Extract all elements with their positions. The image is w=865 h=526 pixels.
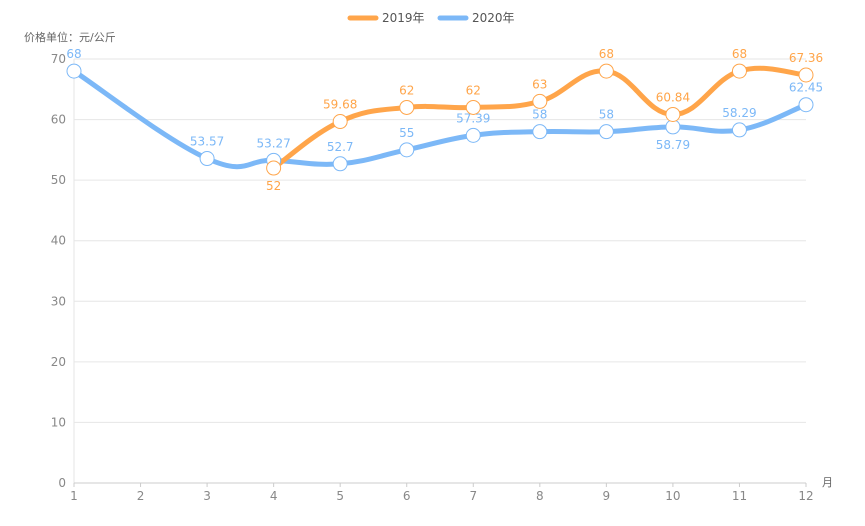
data-label: 62.45 (789, 81, 823, 95)
y-tick-label: 10 (51, 415, 66, 429)
data-label: 52.7 (327, 140, 354, 154)
data-label: 68 (732, 47, 747, 61)
x-tick-label: 5 (336, 489, 344, 503)
x-tick-label: 3 (203, 489, 211, 503)
x-tick-label: 2 (137, 489, 145, 503)
data-point (332, 156, 348, 172)
legend-label: 2019年 (382, 11, 425, 25)
data-label: 55 (399, 126, 414, 140)
y-tick-label: 60 (51, 113, 66, 127)
y-tick-label: 70 (51, 52, 66, 66)
data-point (465, 99, 481, 115)
data-label: 62 (466, 83, 481, 97)
data-label: 68 (599, 47, 614, 61)
data-point (665, 106, 681, 122)
y-tick-label: 20 (51, 355, 66, 369)
y-tick-label: 40 (51, 234, 66, 248)
series-group: 68 53.57 53.27 52.7 55 57.39 58 58 58.79 58.29 62.… (66, 47, 823, 193)
x-tick-label: 9 (603, 489, 611, 503)
data-label: 53.27 (256, 136, 290, 150)
data-point (731, 122, 747, 138)
data-point (332, 114, 348, 130)
data-point (598, 124, 614, 140)
data-point (798, 97, 814, 113)
y-tick-label: 50 (51, 173, 66, 187)
x-tick-label: 4 (270, 489, 278, 503)
data-label: 58 (532, 108, 547, 122)
data-label: 58.29 (722, 106, 756, 120)
data-label: 58 (599, 108, 614, 122)
data-point (731, 63, 747, 79)
data-point (399, 99, 415, 115)
series-line-2020年 (71, 68, 809, 170)
x-axis-unit-label: 月 (822, 476, 833, 489)
data-label: 59.68 (323, 98, 357, 112)
data-label: 60.84 (656, 90, 690, 104)
data-point (199, 151, 215, 167)
data-label: 53.57 (190, 135, 224, 149)
data-point (266, 160, 282, 176)
data-point (465, 127, 481, 143)
grid (74, 58, 806, 423)
data-label: 52 (266, 179, 281, 193)
data-label: 57.39 (456, 111, 490, 125)
data-label: 62 (399, 83, 414, 97)
x-tick-label: 10 (665, 489, 680, 503)
y-axis-unit-label: 价格单位：元/公斤 (24, 30, 116, 44)
data-label: 58.79 (656, 138, 690, 152)
y-tick-label: 30 (51, 294, 66, 308)
x-tick-label: 1 (70, 489, 78, 503)
data-point (798, 67, 814, 83)
x-tick-label: 11 (732, 489, 747, 503)
data-label: 63 (532, 77, 547, 91)
data-label: 68 (66, 47, 81, 61)
x-tick-label: 8 (536, 489, 544, 503)
data-point (399, 142, 415, 158)
data-point (598, 63, 614, 79)
legend-label: 2020年 (472, 11, 515, 25)
x-tick-label: 12 (798, 489, 813, 503)
legend: 2019年 2020年 (347, 11, 515, 25)
data-point (532, 93, 548, 109)
data-point (532, 124, 548, 140)
data-point (66, 63, 82, 79)
data-label: 67.36 (789, 51, 823, 65)
x-tick-label: 7 (469, 489, 477, 503)
x-tick-label: 6 (403, 489, 411, 503)
y-tick-label: 0 (58, 476, 66, 490)
data-point (665, 119, 681, 135)
